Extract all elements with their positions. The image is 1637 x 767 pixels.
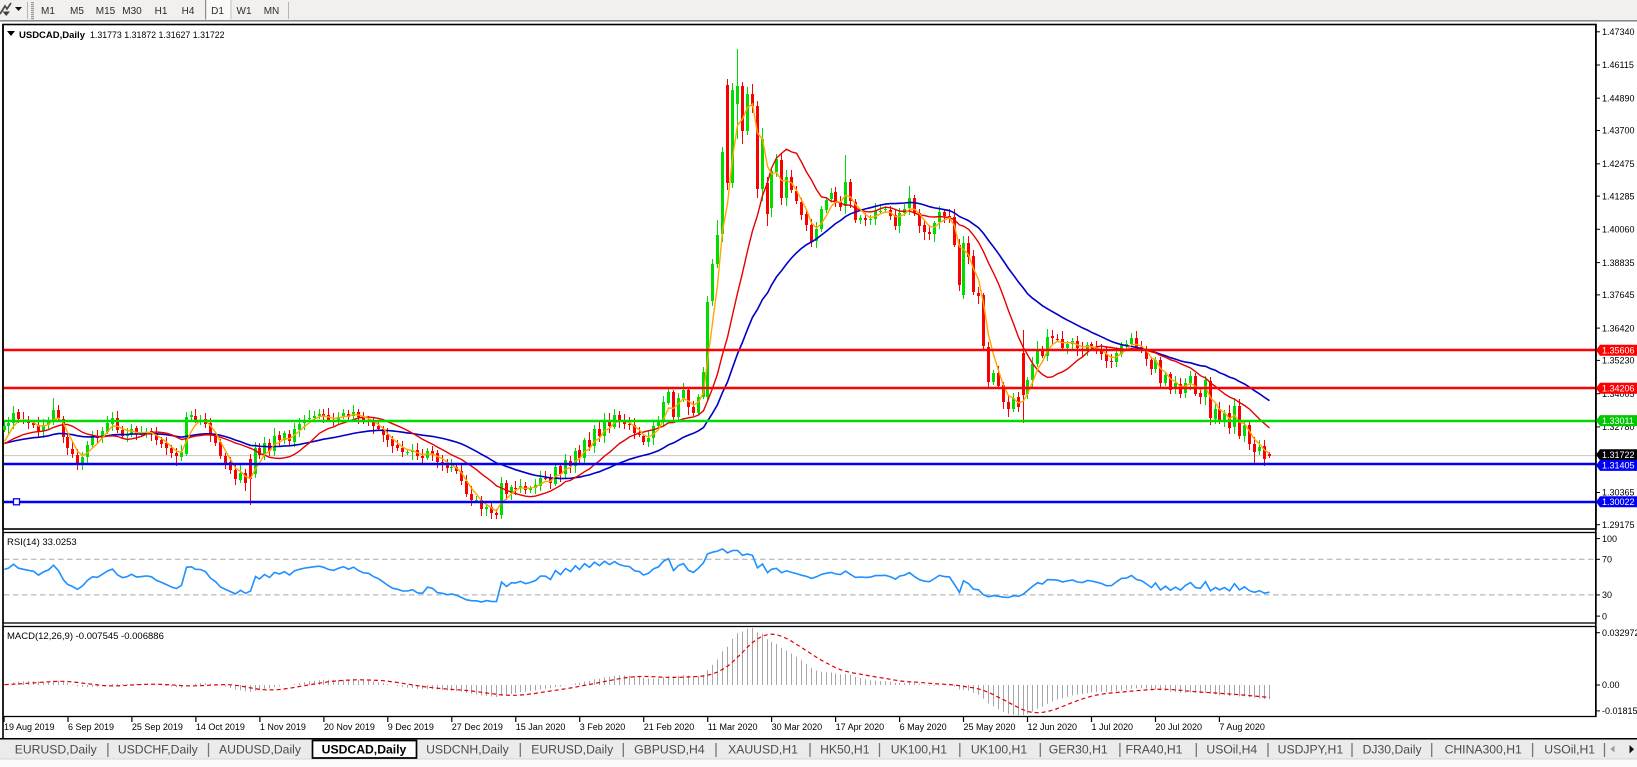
svg-text:0.00: 0.00 — [1602, 680, 1620, 690]
svg-text:MACD(12,26,9) -0.007545 -0.006: MACD(12,26,9) -0.007545 -0.006886 — [7, 631, 164, 642]
svg-text:11 Mar 2020: 11 Mar 2020 — [708, 722, 758, 732]
svg-text:UK100,H1: UK100,H1 — [971, 743, 1027, 757]
svg-text:-0.018154: -0.018154 — [1602, 706, 1637, 716]
svg-text:1.43700: 1.43700 — [1602, 126, 1635, 136]
svg-text:EURUSD,Daily: EURUSD,Daily — [531, 743, 614, 757]
svg-text:CHINA300,H1: CHINA300,H1 — [1445, 743, 1522, 757]
svg-text:15 Jan 2020: 15 Jan 2020 — [516, 722, 566, 732]
svg-text:D1: D1 — [211, 6, 224, 17]
svg-text:USOil,H4: USOil,H4 — [1206, 743, 1257, 757]
svg-text:25 May 2020: 25 May 2020 — [964, 722, 1016, 732]
svg-text:1.34206: 1.34206 — [1602, 383, 1635, 393]
svg-text:FRA40,H1: FRA40,H1 — [1126, 743, 1183, 757]
svg-text:M1: M1 — [41, 6, 55, 17]
svg-text:USDCNH,Daily: USDCNH,Daily — [426, 743, 510, 757]
svg-text:1.37645: 1.37645 — [1602, 290, 1635, 300]
svg-text:1.30365: 1.30365 — [1602, 488, 1635, 498]
svg-text:H4: H4 — [182, 6, 195, 17]
svg-text:1 Jul 2020: 1 Jul 2020 — [1092, 722, 1134, 732]
svg-text:GER30,H1: GER30,H1 — [1049, 743, 1108, 757]
svg-text:M15: M15 — [96, 6, 116, 17]
svg-text:21 Feb 2020: 21 Feb 2020 — [644, 722, 695, 732]
svg-text:USOil,H1: USOil,H1 — [1544, 743, 1595, 757]
svg-text:3 Feb 2020: 3 Feb 2020 — [580, 722, 626, 732]
svg-text:20 Jul 2020: 20 Jul 2020 — [1156, 722, 1203, 732]
svg-text:0: 0 — [1602, 611, 1607, 621]
svg-text:DJ30,Daily: DJ30,Daily — [1363, 743, 1423, 757]
svg-text:1.40060: 1.40060 — [1602, 225, 1635, 235]
svg-text:H1: H1 — [155, 6, 168, 17]
svg-text:27 Dec 2019: 27 Dec 2019 — [452, 722, 503, 732]
svg-text:1.31773 1.31872 1.31627 1.3172: 1.31773 1.31872 1.31627 1.31722 — [90, 30, 225, 40]
svg-text:1.42475: 1.42475 — [1602, 159, 1635, 169]
svg-text:7 Aug 2020: 7 Aug 2020 — [1219, 722, 1265, 732]
svg-text:USDJPY,H1: USDJPY,H1 — [1278, 743, 1344, 757]
svg-text:1.29175: 1.29175 — [1602, 520, 1635, 530]
svg-text:1.32780: 1.32780 — [1602, 422, 1635, 432]
svg-text:25 Sep 2019: 25 Sep 2019 — [132, 722, 183, 732]
svg-text:1.41285: 1.41285 — [1602, 191, 1635, 201]
svg-text:30: 30 — [1602, 590, 1612, 600]
svg-text:1 Nov 2019: 1 Nov 2019 — [260, 722, 306, 732]
svg-text:1.34005: 1.34005 — [1602, 389, 1635, 399]
svg-text:0.032972: 0.032972 — [1602, 628, 1637, 638]
svg-text:6 May 2020: 6 May 2020 — [900, 722, 947, 732]
svg-text:9 Dec 2019: 9 Dec 2019 — [388, 722, 434, 732]
svg-text:USDCAD,Daily: USDCAD,Daily — [322, 743, 407, 757]
svg-text:12 Jun 2020: 12 Jun 2020 — [1028, 722, 1078, 732]
svg-text:AUDUSD,Daily: AUDUSD,Daily — [219, 743, 302, 757]
svg-text:20 Nov 2019: 20 Nov 2019 — [324, 722, 375, 732]
svg-text:100: 100 — [1602, 534, 1617, 544]
svg-text:UK100,H1: UK100,H1 — [891, 743, 947, 757]
svg-text:USDCHF,Daily: USDCHF,Daily — [118, 743, 199, 757]
svg-text:1.44890: 1.44890 — [1602, 93, 1635, 103]
svg-text:MN: MN — [264, 6, 280, 17]
svg-text:EURUSD,Daily: EURUSD,Daily — [15, 743, 98, 757]
svg-text:30 Mar 2020: 30 Mar 2020 — [772, 722, 823, 732]
svg-text:USDCAD,Daily: USDCAD,Daily — [19, 30, 86, 41]
svg-text:1.33011: 1.33011 — [1602, 416, 1634, 426]
svg-text:1.46115: 1.46115 — [1602, 60, 1634, 70]
svg-text:1.47340: 1.47340 — [1602, 27, 1635, 37]
svg-text:HK50,H1: HK50,H1 — [820, 743, 870, 757]
svg-text:W1: W1 — [237, 6, 252, 17]
svg-text:M30: M30 — [122, 6, 142, 17]
svg-text:GBPUSD,H4: GBPUSD,H4 — [634, 743, 705, 757]
svg-text:1.30022: 1.30022 — [1602, 497, 1635, 507]
svg-text:M5: M5 — [70, 6, 84, 17]
svg-text:RSI(14) 33.0253: RSI(14) 33.0253 — [7, 537, 77, 548]
svg-text:17 Apr 2020: 17 Apr 2020 — [836, 722, 885, 732]
svg-text:1.36420: 1.36420 — [1602, 323, 1635, 333]
svg-text:1.35230: 1.35230 — [1602, 356, 1635, 366]
svg-text:14 Oct 2019: 14 Oct 2019 — [196, 722, 245, 732]
svg-text:70: 70 — [1602, 555, 1612, 565]
svg-text:1.31722: 1.31722 — [1602, 450, 1635, 460]
svg-text:6 Sep 2019: 6 Sep 2019 — [68, 722, 114, 732]
svg-text:XAUUSD,H1: XAUUSD,H1 — [728, 743, 798, 757]
svg-text:1.38835: 1.38835 — [1602, 258, 1635, 268]
svg-text:1.31405: 1.31405 — [1602, 461, 1635, 471]
svg-text:19 Aug 2019: 19 Aug 2019 — [4, 722, 55, 732]
svg-text:1.35606: 1.35606 — [1602, 345, 1635, 355]
